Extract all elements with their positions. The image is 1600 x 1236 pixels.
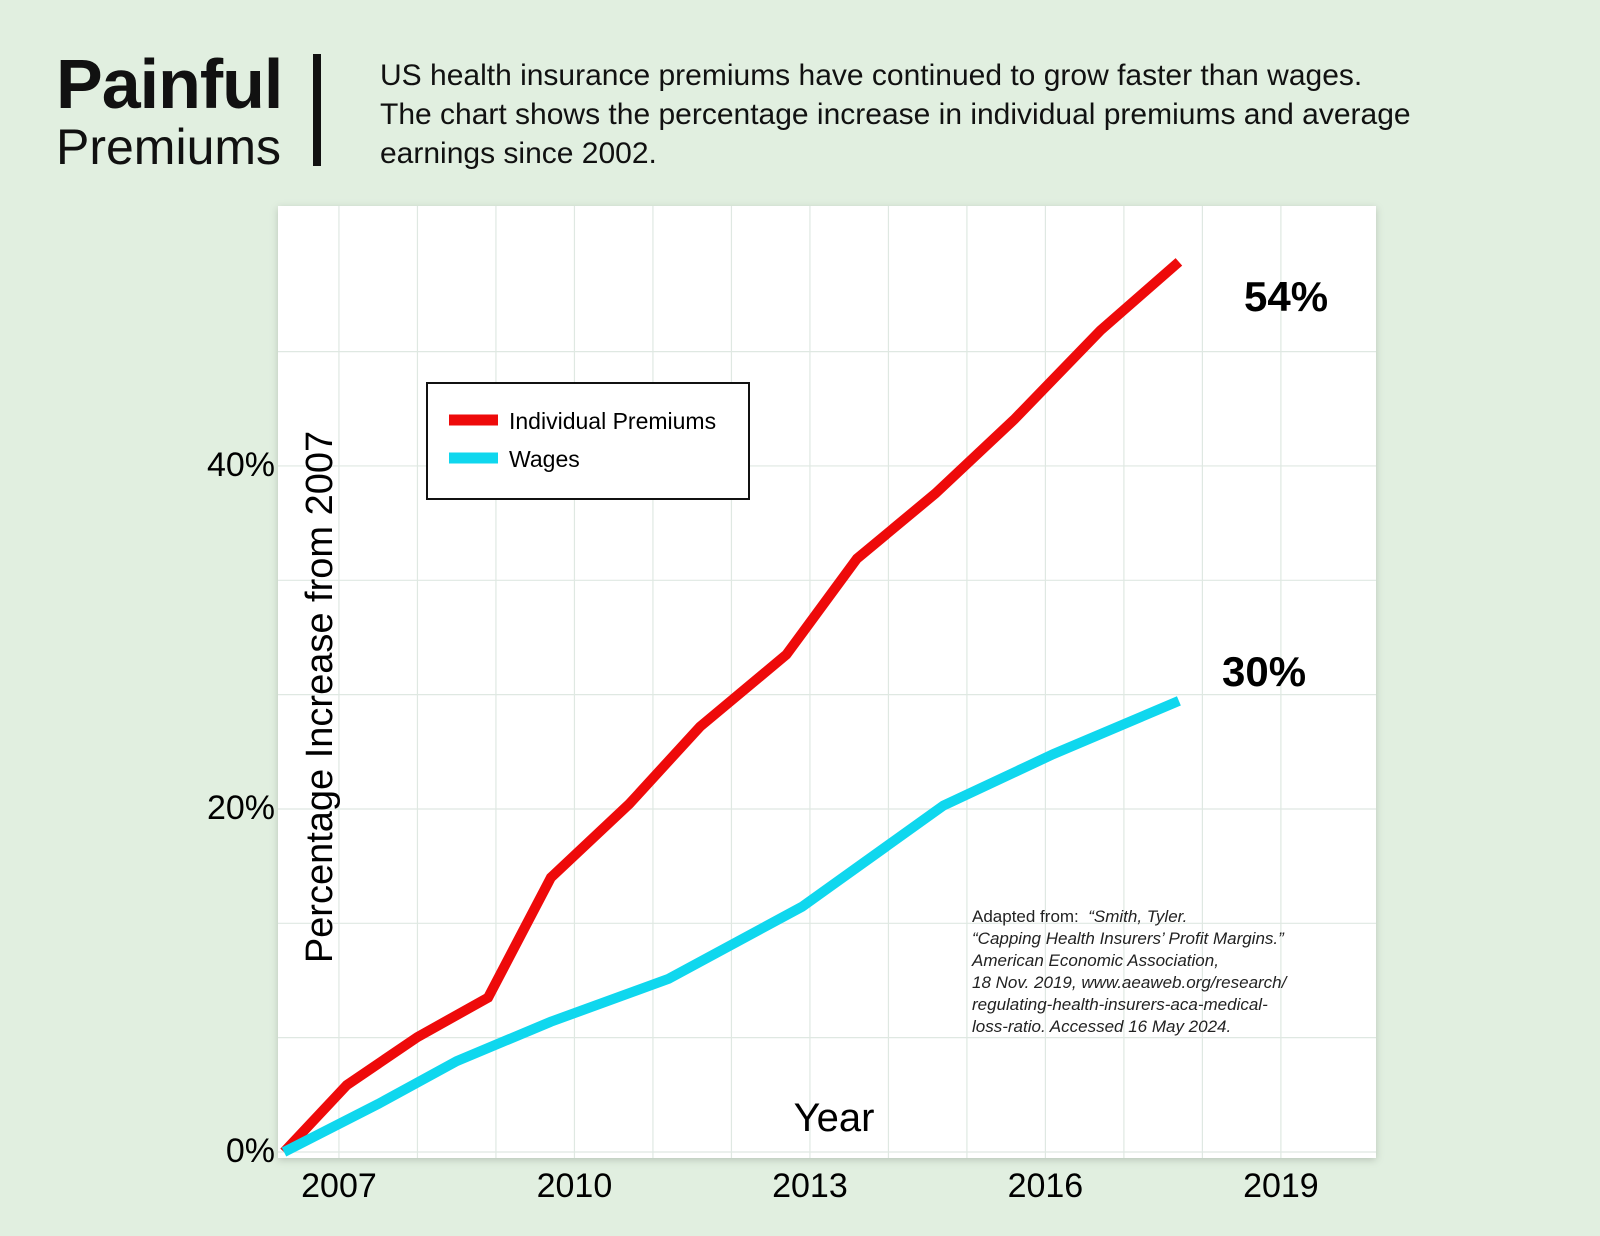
source-lead: Adapted from: <box>972 907 1079 926</box>
y-tick-label: 0% <box>226 1132 275 1170</box>
x-tick-label: 2016 <box>1008 1167 1084 1205</box>
source-citation: Adapted from: “Smith, Tyler. “Capping He… <box>972 906 1332 1038</box>
chart-title: Painful <box>56 45 283 123</box>
x-axis-label: Year <box>794 1096 875 1140</box>
x-tick-label: 2007 <box>301 1167 377 1205</box>
chart-title-sub: Premiums <box>56 119 282 175</box>
y-tick-label: 40% <box>207 446 275 484</box>
legend: Individual Premiums Wages <box>426 382 750 500</box>
end-label-individual-premiums: 54% <box>1244 273 1328 320</box>
title-block: Painful Premiums <box>56 45 283 175</box>
description-line: US health insurance premiums have contin… <box>380 59 1363 92</box>
chart-description: US health insurance premiums have contin… <box>380 56 1540 173</box>
plot-area <box>278 206 1376 1158</box>
source-line: American Economic Association, <box>972 951 1219 970</box>
series-lines <box>280 258 1183 1157</box>
legend-label-individual-premiums: Individual Premiums <box>509 408 716 434</box>
legend-box <box>426 382 750 500</box>
y-tick-label: 20% <box>207 789 275 827</box>
gridlines <box>278 206 1376 1158</box>
legend-label-wages: Wages <box>509 446 580 472</box>
series-line-individual-premiums <box>280 258 1183 1156</box>
source-line: loss-ratio. Accessed 16 May 2024. <box>972 1017 1232 1036</box>
source-line: regulating-health-insurers-aca-medical- <box>972 995 1268 1014</box>
description-line: The chart shows the percentage increase … <box>380 98 1411 131</box>
source-line: 18 Nov. 2019, www.aeaweb.org/research/ <box>972 973 1287 992</box>
x-tick-label: 2010 <box>537 1167 613 1205</box>
description-line: earnings since 2002. <box>380 137 657 170</box>
title-divider <box>313 54 321 166</box>
end-label-wages: 30% <box>1222 648 1306 695</box>
source-line: “Smith, Tyler. <box>1088 907 1188 926</box>
source-line: “Capping Health Insurers’ Profit Margins… <box>972 929 1284 948</box>
x-tick-label: 2019 <box>1243 1167 1319 1205</box>
y-axis-label: Percentage Increase from 2007 <box>299 431 341 963</box>
x-tick-label: 2013 <box>772 1167 848 1205</box>
series-line-wages <box>281 696 1181 1157</box>
axis-ticks: 2007 2010 2013 2016 2019 0% 20% 40% <box>207 446 1319 1205</box>
